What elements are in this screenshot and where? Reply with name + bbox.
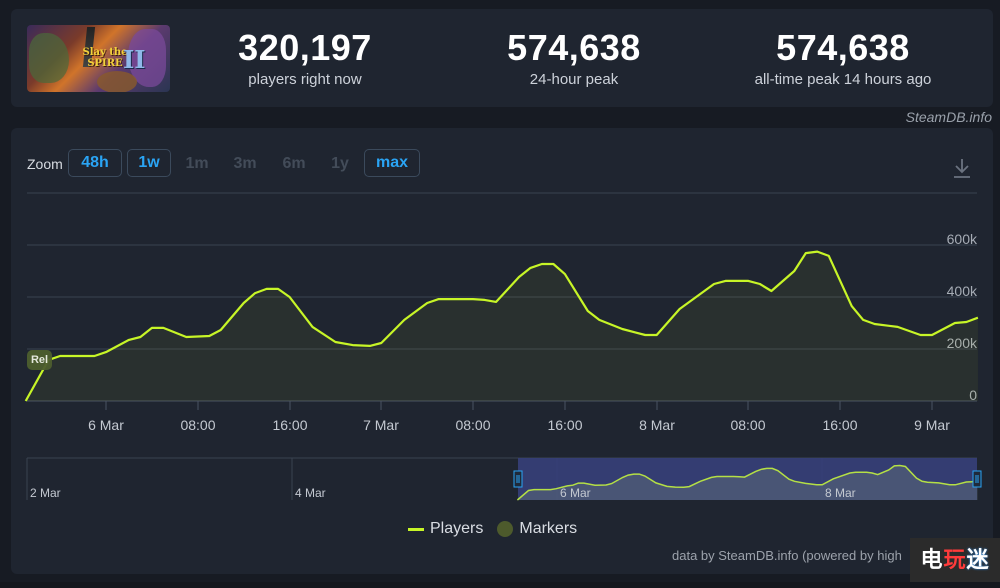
svg-text:16:00: 16:00: [547, 417, 582, 433]
svg-text:08:00: 08:00: [180, 417, 215, 433]
data-credit[interactable]: data by SteamDB.info (powered by high: [672, 548, 902, 563]
svg-text:9 Mar: 9 Mar: [914, 417, 950, 433]
chart-legend: Players Markers: [408, 520, 577, 538]
download-icon[interactable]: [950, 156, 974, 180]
banner-title-line1: Slay the: [82, 47, 128, 58]
watermark-logo: 电玩迷: [910, 538, 1000, 582]
stat-value: 320,197: [238, 27, 372, 68]
zoom-label: Zoom: [27, 156, 63, 172]
zoom-1m-button: 1m: [185, 155, 209, 172]
watermark-char: 迷: [966, 547, 990, 572]
banner-title: Slay the SPIRE: [75, 47, 135, 69]
banner-art-shape: [29, 33, 69, 83]
stats-bar: [11, 9, 993, 107]
banner-art-shape: [97, 71, 137, 92]
svg-text:400k: 400k: [947, 283, 978, 299]
navigator-left-handle[interactable]: [513, 470, 523, 488]
svg-text:6 Mar: 6 Mar: [88, 417, 124, 433]
markers-dot-swatch-icon: [497, 521, 514, 537]
svg-text:7 Mar: 7 Mar: [363, 417, 399, 433]
banner-numeral: II: [123, 45, 146, 74]
players-line-swatch-icon: [408, 527, 424, 531]
svg-text:0: 0: [969, 387, 977, 403]
svg-text:16:00: 16:00: [272, 417, 307, 433]
navigator-label: 6 Mar: [560, 486, 591, 500]
watermark-char: 玩: [943, 547, 967, 572]
svg-text:8 Mar: 8 Mar: [639, 417, 675, 433]
svg-text:600k: 600k: [947, 231, 978, 247]
legend-item-markers[interactable]: Markers: [483, 520, 577, 538]
zoom-max-button[interactable]: max: [364, 149, 420, 177]
svg-text:08:00: 08:00: [730, 417, 765, 433]
stat-24h-peak: 574,638 24-hour peak: [474, 28, 674, 90]
players-series-line[interactable]: [24, 250, 979, 402]
watermark-char: 电: [920, 547, 944, 572]
legend-item-players[interactable]: Players: [408, 520, 483, 538]
zoom-1y-button: 1y: [331, 155, 349, 172]
stat-label: 24-hour peak: [529, 71, 619, 88]
zoom-3m-button: 3m: [233, 155, 257, 172]
stat-label: all-time peak 14 hours ago: [754, 71, 932, 88]
steamdb-credit[interactable]: SteamDB.info: [905, 109, 992, 125]
legend-label-players: Players: [430, 520, 484, 537]
footer-strip: [0, 582, 1000, 588]
navigator-label: 2 Mar: [30, 486, 61, 500]
stat-label: players right now: [248, 71, 362, 88]
legend-label-markers: Markers: [519, 520, 578, 537]
navigator[interactable]: 2 Mar 4 Mar 6 Mar 8 Mar: [26, 457, 982, 501]
navigator-area: [517, 465, 978, 500]
stat-value: 574,638: [507, 27, 641, 68]
stat-value: 574,638: [776, 27, 910, 68]
players-area-fill: [25, 251, 978, 401]
y-axis-labels: 600k 400k 200k 0: [947, 231, 978, 403]
svg-text:200k: 200k: [947, 335, 978, 351]
zoom-6m-button: 6m: [282, 155, 306, 172]
svg-text:16:00: 16:00: [822, 417, 857, 433]
banner-title-line2: SPIRE: [87, 58, 123, 69]
stat-players-now: 320,197 players right now: [205, 28, 405, 90]
zoom-48h-button[interactable]: 48h: [68, 149, 122, 177]
navigator-label: 4 Mar: [295, 486, 326, 500]
navigator-line: [516, 464, 978, 501]
x-axis-labels: 6 Mar 08:00 16:00 7 Mar 08:00 16:00 8 Ma…: [88, 417, 950, 433]
navigator-label: 8 Mar: [825, 486, 856, 500]
game-banner-image[interactable]: Slay the SPIRE II: [27, 25, 170, 92]
x-axis-ticks: [105, 401, 933, 410]
release-marker-badge[interactable]: Rel: [27, 350, 52, 370]
navigator-right-handle[interactable]: [972, 470, 982, 488]
stat-all-time-peak: 574,638 all-time peak 14 hours ago: [743, 28, 943, 90]
zoom-1w-button[interactable]: 1w: [127, 149, 171, 177]
svg-text:08:00: 08:00: [455, 417, 490, 433]
